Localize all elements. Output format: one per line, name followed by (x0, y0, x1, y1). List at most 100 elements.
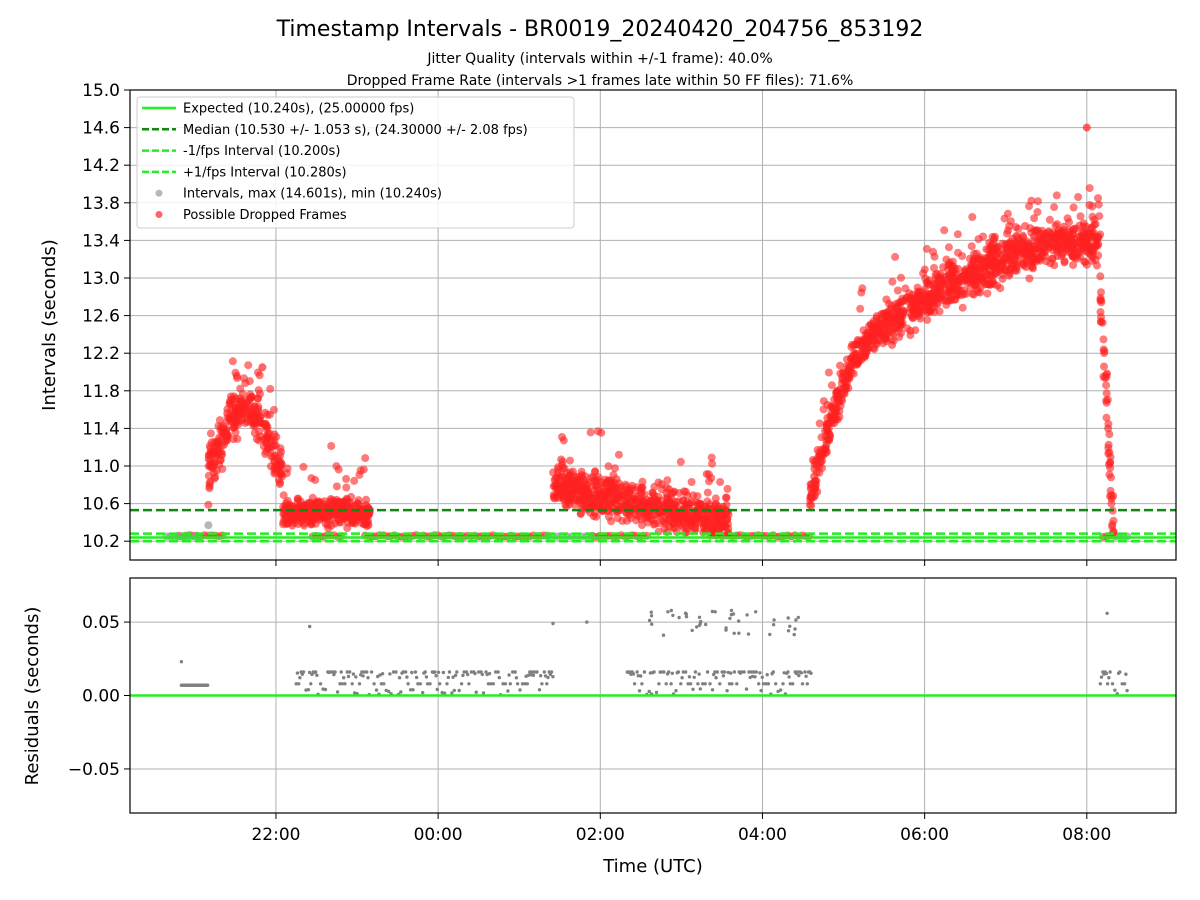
interval-point (332, 482, 341, 491)
interval-point (1109, 528, 1118, 537)
interval-point (980, 257, 989, 266)
interval-point (241, 379, 250, 388)
residual-point (781, 682, 785, 686)
residual-point (681, 670, 685, 674)
residual-point (413, 670, 418, 674)
residual-point (473, 671, 477, 676)
top-y-tick-label: 15.0 (82, 81, 120, 101)
interval-point (958, 303, 967, 312)
residual-point (725, 689, 729, 693)
residual-point (441, 670, 446, 675)
residual-point (436, 670, 441, 674)
interval-point (1036, 240, 1044, 249)
residual-point (729, 608, 734, 613)
residual-point (461, 673, 465, 678)
interval-point (1041, 247, 1050, 256)
interval-point (342, 474, 351, 483)
interval-point (643, 499, 652, 507)
interval-point (1080, 232, 1089, 241)
interval-point (558, 457, 567, 466)
top-y-tick-label: 11.0 (82, 457, 120, 477)
interval-point (989, 280, 998, 289)
interval-point (923, 308, 932, 317)
residual-point (408, 688, 413, 692)
residual-point (1104, 671, 1109, 676)
top-plot-ticks: 10.2 10.6 11.0 11.4 11.8 12.2 12.6 13.0 13.4 13.8… (82, 81, 1088, 566)
interval-point (1086, 224, 1095, 233)
residual-point (768, 632, 772, 637)
residual-point (766, 682, 771, 686)
residual-point (421, 690, 425, 695)
interval-point (279, 491, 288, 500)
residual-point (713, 610, 717, 614)
residual-point (684, 615, 689, 619)
residual-point (710, 688, 715, 692)
residual-point (788, 624, 792, 628)
interval-point (1105, 430, 1114, 439)
residual-point (732, 631, 736, 635)
residual-point (434, 674, 438, 678)
residual-point (294, 682, 298, 686)
interval-point (1105, 470, 1114, 479)
interval-point (945, 258, 954, 267)
interval-point (1094, 233, 1103, 242)
residual-point (445, 682, 449, 686)
interval-point (825, 419, 834, 428)
x-tick-label: 02:00 (576, 825, 625, 845)
interval-point (812, 468, 821, 477)
residual-point (792, 632, 796, 637)
residual-point (721, 674, 726, 678)
interval-point (723, 520, 732, 529)
interval-point (914, 309, 923, 318)
interval-point (554, 480, 562, 489)
interval-point (824, 368, 833, 377)
interval-point (307, 517, 316, 526)
interval-point (258, 363, 267, 372)
residual-point (705, 670, 710, 674)
residual-point (684, 670, 688, 674)
residual-point (1110, 682, 1115, 686)
residual-point (551, 675, 555, 679)
residual-point (374, 688, 379, 692)
residual-point (771, 670, 775, 674)
residual-point (637, 689, 642, 693)
interval-point (360, 513, 369, 522)
interval-point (1074, 193, 1083, 201)
interval-point (288, 521, 297, 530)
residual-point (346, 674, 351, 679)
interval-point (615, 502, 624, 511)
residual-point (507, 673, 511, 677)
residual-point (787, 675, 791, 679)
residual-point (740, 670, 744, 674)
interval-point (889, 323, 898, 332)
interval-point (1050, 261, 1059, 270)
interval-point (301, 514, 310, 523)
interval-point (966, 274, 975, 283)
top-y-tick-label: 12.6 (82, 307, 120, 327)
residual-point (666, 610, 670, 614)
interval-point (922, 244, 931, 253)
bottom-y-tick-label: 0.05 (82, 613, 120, 633)
residual-point (369, 670, 374, 674)
interval-point (608, 481, 617, 490)
residual-point (469, 670, 474, 674)
top-y-tick-label: 10.2 (82, 532, 120, 552)
interval-point (210, 474, 219, 483)
interval-point (600, 494, 609, 503)
legend: Expected (10.240s), (25.00000 fps) Median… (136, 96, 575, 229)
interval-point (1094, 251, 1103, 260)
interval-point (337, 518, 345, 527)
residual-point (332, 672, 336, 677)
residual-point (382, 682, 386, 686)
interval-point (1075, 221, 1084, 230)
legend-entry-label: Intervals, max (14.601s), min (10.240s) (183, 187, 442, 202)
interval-point (566, 456, 574, 465)
residual-point (758, 671, 762, 675)
interval-point (214, 447, 222, 456)
residual-point (423, 670, 427, 674)
interval-point (1013, 257, 1022, 266)
residual-point (442, 691, 447, 695)
residual-point (551, 621, 555, 626)
interval-point (1025, 246, 1034, 255)
interval-point (1021, 239, 1029, 248)
